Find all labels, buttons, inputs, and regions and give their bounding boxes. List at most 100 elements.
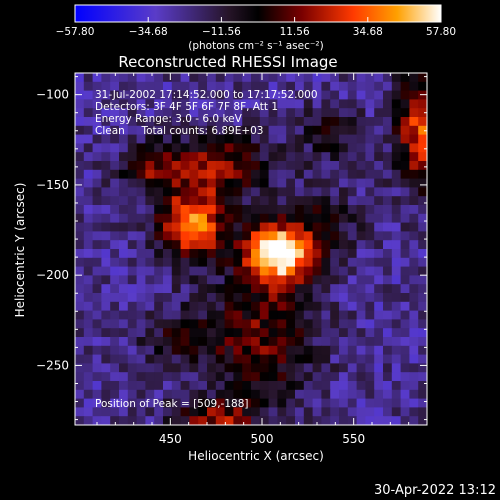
heatmap-pixel xyxy=(383,416,393,425)
heatmap-pixel xyxy=(154,152,164,162)
heatmap-pixel xyxy=(418,301,427,312)
heatmap-pixel xyxy=(233,134,243,144)
heatmap-pixel xyxy=(268,161,278,171)
heatmap-pixel xyxy=(198,169,208,180)
heatmap-pixel xyxy=(207,301,217,312)
heatmap-pixel xyxy=(101,301,111,312)
heatmap-pixel xyxy=(171,90,182,100)
heatmap-pixel xyxy=(400,125,410,136)
heatmap-pixel xyxy=(207,205,217,215)
heatmap-pixel xyxy=(400,301,410,312)
heatmap-pixel xyxy=(207,345,217,356)
heatmap-pixel xyxy=(409,108,419,118)
heatmap-pixel xyxy=(251,222,261,232)
heatmap-pixel xyxy=(268,328,278,338)
heatmap-pixel xyxy=(75,345,85,356)
heatmap-pixel xyxy=(409,81,419,92)
heatmap-pixel xyxy=(339,381,349,391)
annotation-energy-range: Energy Range: 3.0 - 6.0 keV xyxy=(95,113,243,125)
heatmap-pixel xyxy=(189,319,199,329)
heatmap-pixel xyxy=(259,99,270,109)
heatmap-pixel xyxy=(83,178,94,188)
heatmap-pixel xyxy=(391,372,402,382)
heatmap-pixel xyxy=(356,222,366,232)
heatmap-pixel xyxy=(374,407,384,417)
heatmap-pixel xyxy=(259,81,270,92)
heatmap-pixel xyxy=(259,389,270,400)
x-tick-label: 500 xyxy=(251,432,274,446)
heatmap-pixel xyxy=(215,398,226,408)
heatmap-pixel xyxy=(259,178,270,188)
heatmap-pixel xyxy=(251,213,261,224)
heatmap-pixel xyxy=(171,152,182,162)
heatmap-pixel xyxy=(127,240,138,250)
heatmap-pixel xyxy=(75,81,85,92)
heatmap-pixel xyxy=(356,231,366,241)
heatmap-pixel xyxy=(83,117,94,127)
heatmap-pixel xyxy=(418,73,427,83)
heatmap-pixel xyxy=(321,407,331,417)
heatmap-pixel xyxy=(321,108,331,118)
heatmap-pixel xyxy=(136,337,146,347)
heatmap-pixel xyxy=(295,372,305,382)
heatmap-pixel xyxy=(295,354,305,364)
heatmap-pixel xyxy=(75,90,85,100)
heatmap-pixel xyxy=(339,275,349,285)
heatmap-pixel xyxy=(383,90,393,100)
heatmap-pixel xyxy=(198,222,208,232)
heatmap-pixel xyxy=(92,73,102,83)
heatmap-pixel xyxy=(251,73,261,83)
heatmap-pixel xyxy=(259,301,270,312)
heatmap-pixel xyxy=(75,117,85,127)
heatmap-pixel xyxy=(83,345,94,356)
heatmap-pixel xyxy=(259,117,270,127)
heatmap-pixel xyxy=(127,187,138,197)
heatmap-pixel xyxy=(198,143,208,153)
heatmap-pixel xyxy=(198,99,208,109)
heatmap-pixel xyxy=(83,152,94,162)
heatmap-pixel xyxy=(101,381,111,391)
heatmap-pixel xyxy=(242,187,252,197)
heatmap-pixel xyxy=(286,161,296,171)
heatmap-pixel xyxy=(101,293,111,303)
heatmap-pixel xyxy=(259,257,270,268)
heatmap-pixel xyxy=(303,398,314,408)
heatmap-pixel xyxy=(224,134,234,144)
heatmap-pixel xyxy=(259,416,270,425)
heatmap-pixel xyxy=(198,187,208,197)
heatmap-pixel xyxy=(356,284,366,294)
heatmap-pixel xyxy=(330,99,340,109)
heatmap-pixel xyxy=(127,301,138,312)
heatmap-pixel xyxy=(119,275,129,285)
heatmap-pixel xyxy=(374,319,384,329)
heatmap-pixel xyxy=(136,169,146,180)
heatmap-pixel xyxy=(224,125,234,136)
heatmap-pixel xyxy=(365,240,375,250)
heatmap-pixel xyxy=(303,381,314,391)
heatmap-pixel xyxy=(321,284,331,294)
heatmap-pixel xyxy=(383,169,393,180)
heatmap-pixel xyxy=(215,337,226,347)
heatmap-pixel xyxy=(171,213,182,224)
heatmap-pixel xyxy=(339,152,349,162)
heatmap-pixel xyxy=(400,363,410,373)
heatmap-pixel xyxy=(180,73,190,83)
heatmap-pixel xyxy=(233,125,243,136)
heatmap-pixel xyxy=(145,99,155,109)
heatmap-pixel xyxy=(374,275,384,285)
heatmap-pixel xyxy=(242,205,252,215)
heatmap-pixel xyxy=(110,398,120,408)
heatmap-pixel xyxy=(92,301,102,312)
heatmap-pixel xyxy=(321,381,331,391)
heatmap-pixel xyxy=(321,337,331,347)
heatmap-pixel xyxy=(330,275,340,285)
heatmap-pixel xyxy=(383,249,393,259)
heatmap-pixel xyxy=(171,301,182,312)
heatmap-pixel xyxy=(180,169,190,180)
heatmap-pixel xyxy=(251,407,261,417)
heatmap-pixel xyxy=(374,398,384,408)
heatmap-pixel xyxy=(268,249,278,259)
heatmap-pixel xyxy=(286,301,296,312)
heatmap-pixel xyxy=(409,301,419,312)
heatmap-pixel xyxy=(233,196,243,206)
